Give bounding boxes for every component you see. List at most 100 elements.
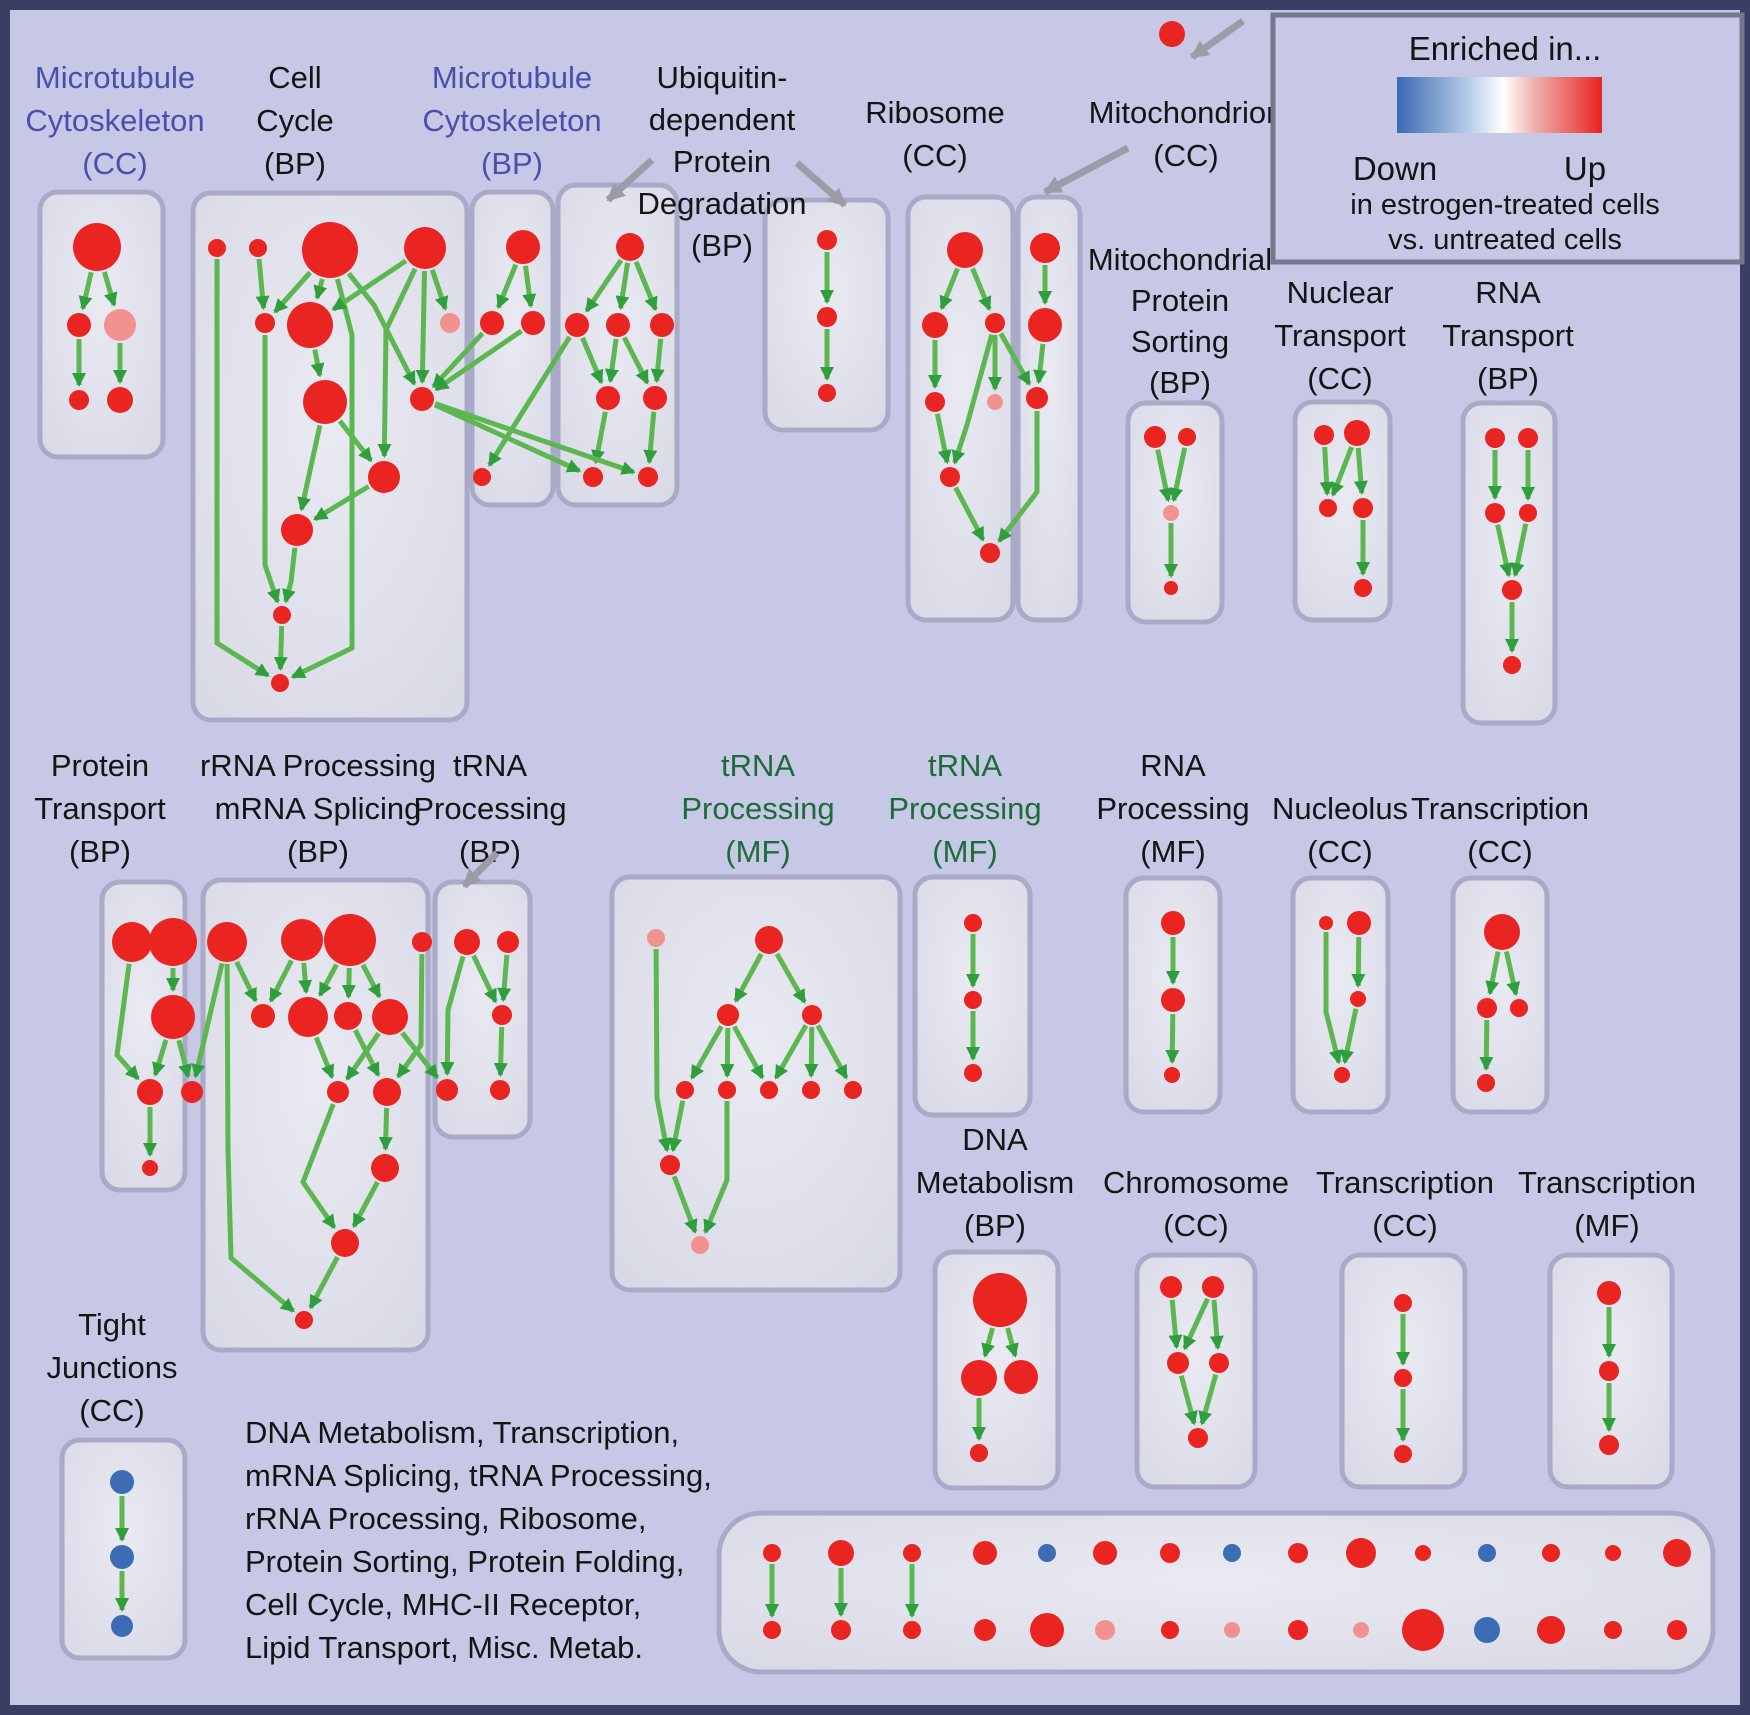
go-node-mitochondrion-cc-m2 — [1028, 308, 1062, 342]
edge-ubiquitin-bp-a-t-m1 — [584, 258, 624, 313]
edge-chromosome-cc-mr-b — [1198, 1373, 1219, 1426]
cluster-label-line: tRNA — [928, 748, 1002, 783]
go-node-trna-mf-a-b5 — [844, 1081, 862, 1099]
cluster-label-line: Nucleolus — [1272, 791, 1408, 826]
misc-node-bottom-1 — [831, 1620, 851, 1640]
go-node-trna-bp-t3 — [492, 1005, 512, 1025]
edge-protein-transport-bp-p3-p4 — [152, 1039, 169, 1077]
go-node-chromosome-cc-mr — [1209, 1353, 1229, 1373]
cluster-label-transcription-cc-mid: Transcription (CC) — [1411, 791, 1589, 869]
edge-nuclear-transport-cc-tr-ml — [1330, 446, 1354, 497]
cross-edge-3 — [434, 401, 636, 475]
go-node-cell-cycle-bp-n12 — [273, 606, 291, 624]
cluster-label-line: RNA — [1475, 275, 1541, 310]
edge-rna-transport-bp-mr-c — [1510, 523, 1529, 578]
cluster-label-nuclear-transport-cc: Nuclear Transport (CC) — [1274, 275, 1406, 396]
go-node-trna-bp-t5 — [490, 1080, 510, 1100]
cluster-box-microtubule-cc — [37, 189, 166, 460]
cluster-label-nucleolus-cc: Nucleolus (CC) — [1272, 791, 1408, 869]
go-node-ubiquitin-bp-a-m3 — [650, 313, 674, 337]
go-node-nuclear-transport-cc-tr — [1344, 420, 1370, 446]
go-node-nucleolus-cc-b — [1334, 1067, 1350, 1083]
go-node-nuclear-transport-cc-tl — [1314, 425, 1334, 445]
cluster-label-line: Chromosome — [1103, 1165, 1289, 1200]
edge-ribosome-cc-r6-r7 — [953, 486, 986, 542]
edge-rrna-mrna-bp-R1-R11 — [224, 963, 295, 1313]
go-node-trna-mf-a-b2 — [718, 1081, 736, 1099]
misc-node-top-14 — [1663, 1539, 1691, 1567]
cluster-label-line: (CC) — [1153, 138, 1218, 173]
legend-up-label: Up — [1564, 150, 1606, 187]
edge-ubiquitin-bp-a-t-m2 — [615, 262, 631, 311]
edge-rrna-mrna-bp-R2-R4 — [298, 962, 313, 995]
edge-ubiquitin-bp-a-m1-b1 — [580, 336, 604, 385]
cluster-label-line: Ribosome — [865, 95, 1005, 130]
top-right-pointer — [1189, 18, 1246, 60]
cluster-label-line: (MF) — [1140, 834, 1205, 869]
edge-trna-mf-a-ml-b3 — [732, 1025, 765, 1080]
cluster-label-line: Degradation — [638, 186, 807, 221]
go-node-dna-metabolism-bp-b — [970, 1444, 988, 1462]
edge-cell-cycle-bp-n4-n6 — [331, 258, 408, 312]
edge-ubiquitin-bp-a-b2-c2 — [643, 411, 658, 465]
edge-mito-protein-sorting-bp-tl-p — [1155, 449, 1173, 503]
edge-cell-cycle-bp-n10-n11 — [313, 484, 370, 522]
edge-trna-mf-a-mr-b5 — [815, 1024, 849, 1080]
go-node-nuclear-transport-cc-b — [1354, 579, 1372, 597]
go-node-rrna-mrna-bp-R3 — [251, 1004, 275, 1028]
misc-node-top-5 — [1093, 1541, 1117, 1565]
cluster-label-line: Transcription — [1411, 791, 1589, 826]
go-node-trna-mf-b-b — [964, 991, 982, 1009]
cluster-label-line: (BP) — [1477, 361, 1539, 396]
go-node-rna-transport-bp-ml — [1485, 503, 1505, 523]
go-node-ubiquitin-bp-a-b2 — [643, 386, 667, 410]
cluster-label-line: Tight — [78, 1307, 146, 1342]
edge-mitochondrion-cc-m2-m3 — [1033, 343, 1047, 385]
edge-microtubule-bp-t-mr — [522, 265, 537, 309]
edge-cell-cycle-bp-n1-n13 — [214, 259, 270, 678]
edge-nuclear-transport-cc-tl-ml — [1319, 446, 1334, 496]
go-node-trna-mf-a-ml — [717, 1004, 739, 1026]
go-node-ubiquitin-bp-a-b1 — [596, 386, 620, 410]
go-node-transcription-cc-mid-b — [1477, 1074, 1495, 1092]
go-node-dna-metabolism-bp-mr — [1004, 1360, 1038, 1394]
cluster-label-rna-processing-mf: RNA Processing (MF) — [1096, 748, 1249, 869]
go-node-nucleolus-cc-tl — [1319, 916, 1333, 930]
go-node-cell-cycle-bp-n11 — [281, 514, 313, 546]
go-node-nucleolus-cc-mr — [1350, 991, 1366, 1007]
misc-node-bottom-10 — [1402, 1609, 1444, 1651]
misc-node-top-8 — [1288, 1543, 1308, 1563]
go-node-transcription-cc-bottom-a — [1394, 1294, 1412, 1312]
cluster-label-trna-mf-a: tRNA Processing (MF) — [681, 748, 834, 869]
edge-cell-cycle-bp-n2-n5 — [255, 258, 270, 311]
go-node-cell-cycle-bp-n9 — [410, 387, 434, 411]
go-node-rrna-mrna-bp-R9 — [371, 1154, 399, 1182]
go-node-microtubule-bp-t — [506, 230, 540, 264]
misc-node-bottom-2 — [903, 1621, 921, 1639]
cluster-label-transcription-cc-bottom: Transcription (CC) — [1316, 1165, 1494, 1243]
go-node-microtubule-cc-mr — [104, 309, 136, 341]
go-node-transcription-mf-c — [1599, 1435, 1619, 1455]
go-node-rrna-mrna-bp-R2b — [324, 914, 376, 966]
go-node-rrna-mrna-bp-R7 — [327, 1081, 349, 1103]
cluster-label-line: Sorting — [1131, 324, 1229, 359]
edge-dna-metabolism-bp-big-ml — [981, 1327, 995, 1358]
cross-edge-1 — [434, 328, 523, 392]
cluster-label-line: Transport — [1274, 318, 1406, 353]
cross-edge-6 — [997, 411, 1040, 543]
go-node-cell-cycle-bp-n3 — [302, 222, 358, 278]
edge-nuclear-transport-cc-tr-mr — [1353, 447, 1368, 495]
edge-transcription-cc-mid-big-mr — [1503, 950, 1521, 997]
edge-dna-metabolism-bp-big-mr — [1005, 1327, 1019, 1358]
cluster-label-line: (BP) — [287, 834, 349, 869]
misc-text-line: Protein Sorting, Protein Folding, — [245, 1544, 684, 1579]
misc-text-line: Lipid Transport, Misc. Metab. — [245, 1630, 643, 1665]
cluster-label-line: (MF) — [932, 834, 997, 869]
go-node-rna-processing-mf-c — [1164, 1067, 1180, 1083]
cluster-label-line: Processing — [1096, 791, 1249, 826]
cross-edge-5 — [998, 332, 1032, 386]
cluster-label-line: (BP) — [691, 228, 753, 263]
misc-text-line: rRNA Processing, Ribosome, — [245, 1501, 646, 1536]
edge-trna-bp-t2-t3 — [497, 954, 512, 1003]
